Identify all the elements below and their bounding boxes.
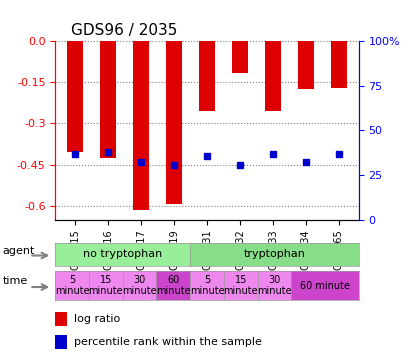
Bar: [198, 41, 215, 111]
Text: 5
minute: 5 minute: [189, 275, 224, 296]
Text: 15
minute: 15 minute: [88, 275, 123, 296]
Bar: [231, 41, 248, 72]
Bar: [67, 41, 83, 152]
Text: 5
minute: 5 minute: [55, 275, 89, 296]
Bar: [297, 41, 313, 89]
Text: percentile rank within the sample: percentile rank within the sample: [73, 337, 261, 347]
Text: agent: agent: [3, 246, 35, 256]
Text: GDS96 / 2035: GDS96 / 2035: [70, 24, 176, 39]
Bar: [100, 41, 116, 158]
Text: 30
minute: 30 minute: [256, 275, 291, 296]
Bar: [165, 41, 182, 205]
Text: no tryptophan: no tryptophan: [83, 249, 162, 260]
Bar: [133, 41, 149, 210]
Text: 15
minute: 15 minute: [223, 275, 257, 296]
Bar: [264, 41, 281, 111]
Text: tryptophan: tryptophan: [243, 249, 305, 260]
Bar: [55, 335, 67, 349]
Bar: [55, 312, 67, 326]
Text: 60
minute: 60 minute: [156, 275, 190, 296]
Text: 30
minute: 30 minute: [122, 275, 157, 296]
Text: log ratio: log ratio: [73, 313, 119, 324]
Bar: [330, 41, 346, 88]
Text: time: time: [3, 276, 28, 286]
Text: 60 minute: 60 minute: [299, 281, 349, 291]
